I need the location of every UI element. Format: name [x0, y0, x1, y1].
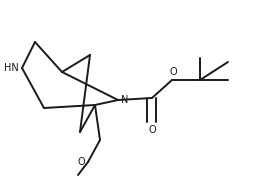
Text: O: O [77, 157, 85, 167]
Text: HN: HN [4, 63, 19, 73]
Text: N: N [121, 95, 128, 105]
Text: O: O [168, 67, 176, 77]
Text: O: O [148, 125, 155, 135]
